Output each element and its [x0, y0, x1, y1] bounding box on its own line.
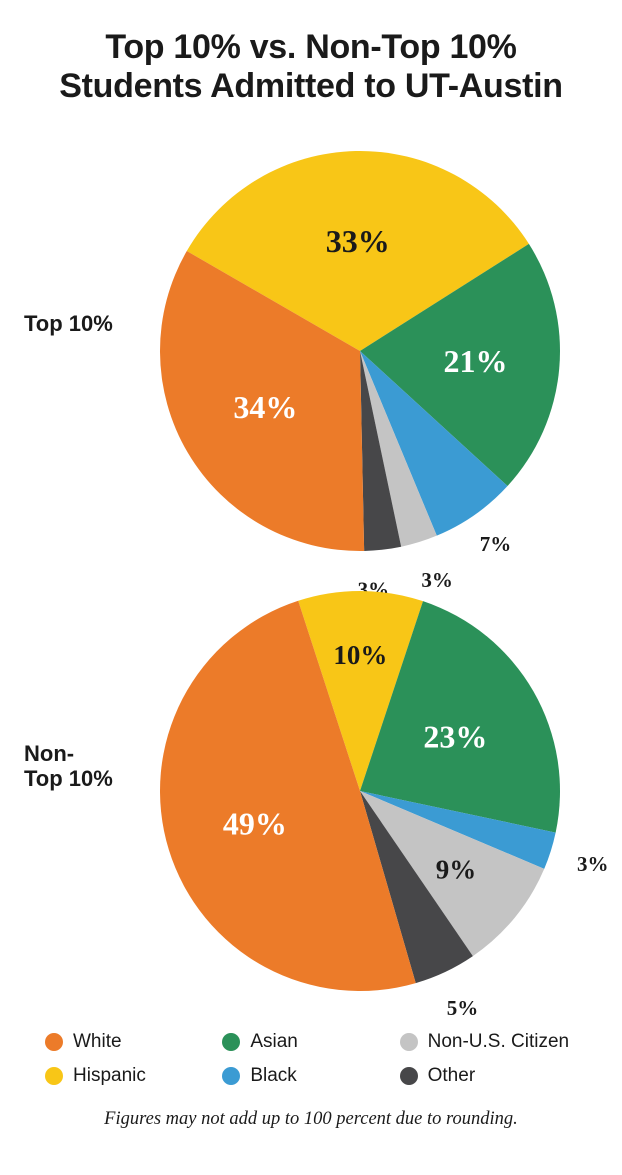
chart-side-label: Non-Top 10%: [24, 741, 134, 792]
pie-wrap: 10%23%3%9%5%49%: [155, 586, 565, 996]
charts-container: Top 10%33%21%7%3%3%34%Non-Top 10%10%23%3…: [0, 136, 622, 1006]
slice-label-asian: 21%: [444, 343, 508, 379]
legend-dot-hispanic: [45, 1067, 63, 1085]
legend-label: Other: [428, 1065, 476, 1087]
title-line-1: Top 10% vs. Non-Top 10%: [105, 28, 516, 66]
legend-label: Black: [250, 1065, 296, 1087]
legend-item-white: White: [45, 1031, 222, 1053]
legend: White Asian Non-U.S. Citizen Hispanic Black O…: [45, 1031, 577, 1099]
chart-side-label: Top 10%: [24, 311, 134, 336]
legend-item-black: Black: [222, 1065, 399, 1087]
slice-label-hispanic: 33%: [326, 223, 390, 259]
title-line-2: Students Admitted to UT-Austin: [59, 67, 562, 105]
slice-label-white: 34%: [233, 389, 297, 425]
footnote: Figures may not add up to 100 percent du…: [0, 1109, 622, 1130]
pie-wrap: 33%21%7%3%3%34%: [155, 146, 565, 556]
legend-label: Hispanic: [73, 1065, 146, 1087]
legend-label: Non-U.S. Citizen: [428, 1031, 570, 1053]
infographic-root: Top 10% vs. Non-Top 10% Students Admitte…: [0, 0, 622, 1160]
legend-item-noncit: Non-U.S. Citizen: [400, 1031, 577, 1053]
slice-label-asian: 23%: [423, 718, 487, 754]
slice-label-other: 5%: [447, 996, 479, 1020]
legend-dot-other: [400, 1067, 418, 1085]
chart-block-0: Top 10%33%21%7%3%3%34%: [0, 136, 622, 566]
legend-dot-asian: [222, 1033, 240, 1051]
slice-label-black: 3%: [577, 852, 609, 876]
slice-label-hispanic: 10%: [333, 640, 387, 670]
legend-item-other: Other: [400, 1065, 577, 1087]
legend-dot-white: [45, 1033, 63, 1051]
legend-item-asian: Asian: [222, 1031, 399, 1053]
legend-item-hispanic: Hispanic: [45, 1065, 222, 1087]
chart-title: Top 10% vs. Non-Top 10% Students Admitte…: [30, 28, 592, 106]
slice-label-white: 49%: [223, 806, 287, 842]
slice-label-noncit: 9%: [436, 855, 477, 885]
legend-label: White: [73, 1031, 122, 1053]
legend-dot-black: [222, 1067, 240, 1085]
chart-block-1: Non-Top 10%10%23%3%9%5%49%: [0, 576, 622, 1006]
slice-label-black: 7%: [480, 532, 512, 556]
legend-dot-noncit: [400, 1033, 418, 1051]
legend-label: Asian: [250, 1031, 298, 1053]
